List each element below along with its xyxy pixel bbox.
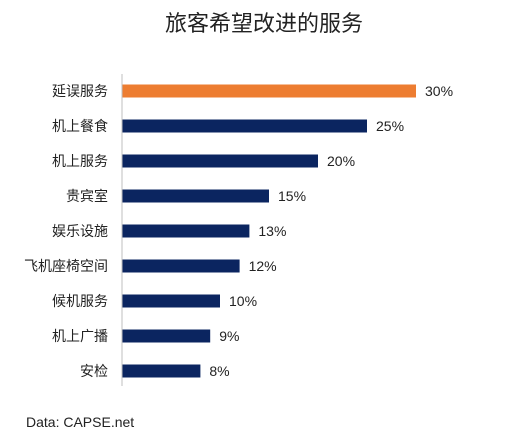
bars-layer: 延误服务 30% 机上餐食 25% 机上服务 20% 贵宾室 15% 娱乐设施 13% 飞机座椅空间… — [24, 83, 453, 380]
bar — [122, 364, 201, 378]
bar — [122, 154, 318, 168]
value-label: 30% — [425, 83, 453, 99]
value-label: 25% — [376, 118, 404, 134]
value-label: 8% — [209, 363, 229, 379]
category-label: 延误服务 — [52, 84, 108, 100]
bar — [122, 189, 269, 203]
value-label: 20% — [327, 153, 355, 169]
bar — [122, 294, 220, 308]
value-label: 10% — [229, 293, 257, 309]
category-label: 机上广播 — [52, 329, 108, 345]
category-label: 安检 — [80, 364, 108, 380]
value-label: 12% — [249, 258, 277, 274]
category-label: 候机服务 — [52, 294, 108, 310]
bar — [122, 224, 250, 238]
value-label: 15% — [278, 188, 306, 204]
category-label: 机上服务 — [52, 154, 108, 170]
bar — [122, 119, 367, 133]
category-label: 贵宾室 — [66, 188, 108, 205]
chart-title: 旅客希望改进的服务 — [164, 12, 363, 37]
source-note: Data: CAPSE.net — [26, 414, 135, 430]
bar — [122, 84, 416, 98]
category-label: 飞机座椅空间 — [24, 259, 108, 275]
value-label: 13% — [258, 223, 286, 239]
value-label: 9% — [219, 328, 239, 344]
category-label: 机上餐食 — [52, 118, 108, 135]
bar — [122, 259, 240, 273]
category-label: 娱乐设施 — [52, 224, 108, 240]
bar — [122, 329, 211, 343]
